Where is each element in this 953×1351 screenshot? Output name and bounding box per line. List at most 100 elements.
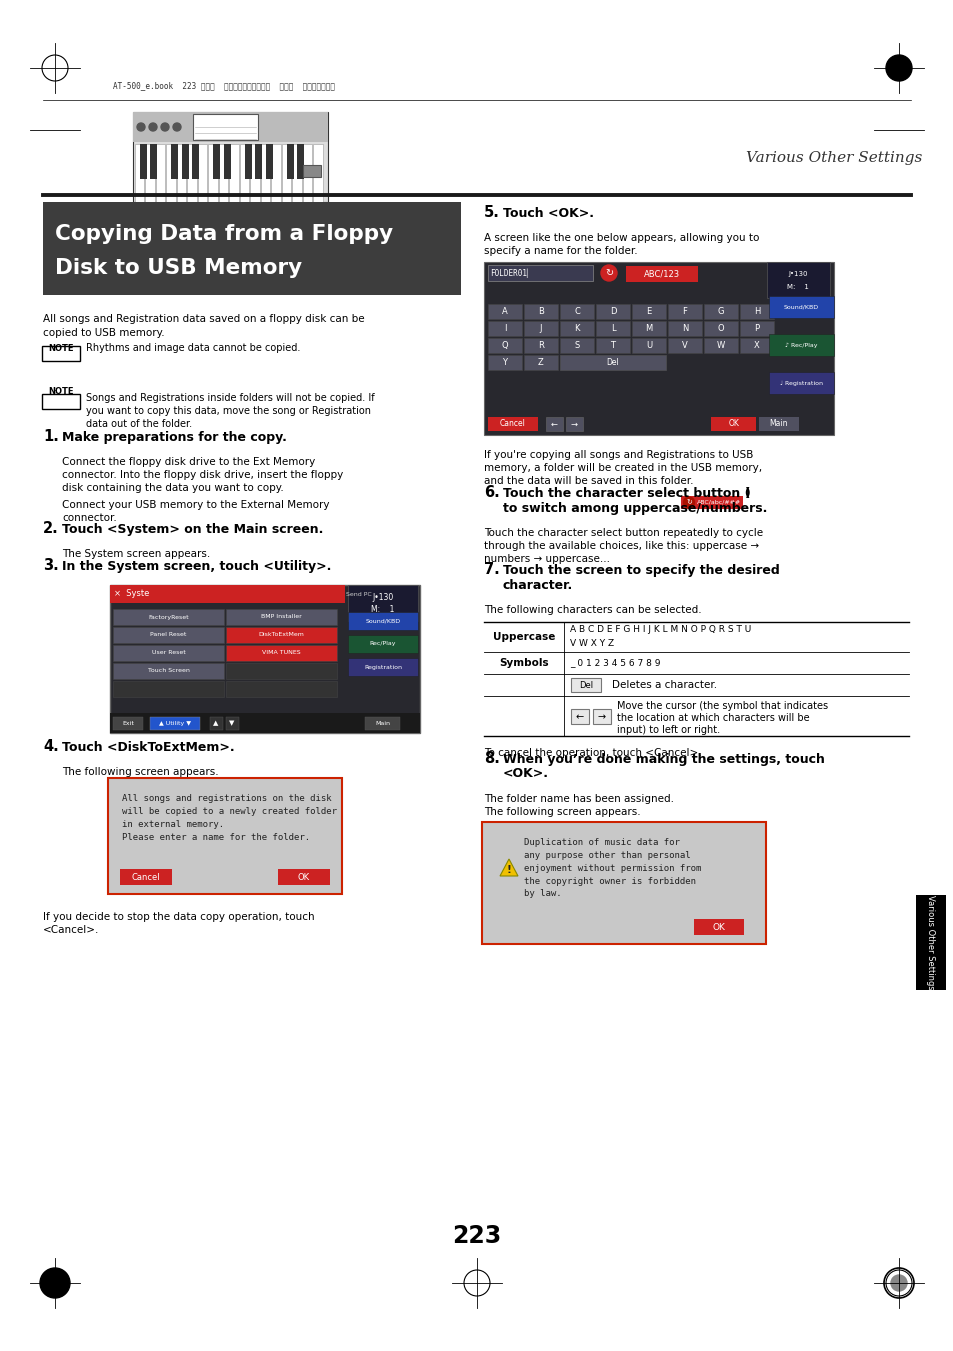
Text: 7.: 7. bbox=[483, 562, 499, 577]
FancyBboxPatch shape bbox=[593, 709, 610, 724]
Text: Z: Z bbox=[537, 358, 543, 367]
Text: Connect your USB memory to the External Memory: Connect your USB memory to the External … bbox=[62, 500, 329, 509]
Text: Disk to USB Memory: Disk to USB Memory bbox=[55, 258, 302, 278]
Text: to switch among uppercase/numbers.: to switch among uppercase/numbers. bbox=[502, 503, 766, 515]
Text: Exit: Exit bbox=[122, 721, 133, 725]
Text: Cancel: Cancel bbox=[132, 873, 160, 881]
FancyBboxPatch shape bbox=[703, 338, 738, 353]
Text: Connect the floppy disk drive to the Ext Memory: Connect the floppy disk drive to the Ext… bbox=[62, 457, 314, 467]
Text: <Cancel>.: <Cancel>. bbox=[43, 925, 99, 935]
FancyBboxPatch shape bbox=[146, 145, 154, 203]
Text: Make preparations for the copy.: Make preparations for the copy. bbox=[62, 431, 287, 444]
Text: and the data will be saved in this folder.: and the data will be saved in this folde… bbox=[483, 476, 693, 486]
Text: 1.: 1. bbox=[43, 430, 59, 444]
Text: K: K bbox=[574, 324, 579, 332]
Text: M:    1: M: 1 bbox=[371, 605, 395, 615]
Text: !: ! bbox=[506, 865, 511, 875]
FancyBboxPatch shape bbox=[272, 145, 281, 203]
Text: I: I bbox=[503, 324, 506, 332]
FancyBboxPatch shape bbox=[261, 145, 271, 203]
Circle shape bbox=[682, 497, 694, 508]
Text: Main: Main bbox=[375, 721, 390, 725]
FancyBboxPatch shape bbox=[625, 266, 698, 282]
Text: 8.: 8. bbox=[483, 751, 499, 766]
FancyBboxPatch shape bbox=[303, 165, 320, 177]
FancyBboxPatch shape bbox=[151, 145, 157, 178]
Text: A B C D E F G H I J K L M N O P Q R S T U: A B C D E F G H I J K L M N O P Q R S T … bbox=[569, 624, 750, 634]
FancyBboxPatch shape bbox=[132, 112, 328, 203]
FancyBboxPatch shape bbox=[488, 265, 593, 281]
Text: 3.: 3. bbox=[43, 558, 59, 573]
Text: ×  Syste: × Syste bbox=[113, 589, 150, 598]
FancyBboxPatch shape bbox=[240, 145, 250, 203]
Circle shape bbox=[137, 123, 145, 131]
Text: →: → bbox=[598, 712, 605, 721]
Text: V: V bbox=[681, 340, 687, 350]
Text: BMP Installer: BMP Installer bbox=[261, 615, 301, 620]
FancyBboxPatch shape bbox=[193, 145, 199, 178]
Text: M:    1: M: 1 bbox=[786, 284, 808, 290]
Text: through the available choices, like this: uppercase →: through the available choices, like this… bbox=[483, 540, 759, 551]
Text: The folder name has been assigned.: The folder name has been assigned. bbox=[483, 794, 673, 804]
FancyBboxPatch shape bbox=[314, 145, 323, 203]
Text: Rhythms and image data cannot be copied.: Rhythms and image data cannot be copied. bbox=[86, 343, 300, 353]
FancyBboxPatch shape bbox=[266, 145, 273, 178]
FancyBboxPatch shape bbox=[209, 145, 218, 203]
Text: ↻: ↻ bbox=[604, 267, 613, 278]
Text: H: H bbox=[753, 307, 760, 316]
FancyBboxPatch shape bbox=[112, 663, 224, 680]
FancyBboxPatch shape bbox=[766, 262, 829, 299]
Text: N: N bbox=[681, 324, 687, 332]
Text: the location at which characters will be: the location at which characters will be bbox=[617, 713, 809, 723]
FancyBboxPatch shape bbox=[140, 145, 147, 178]
Text: C: C bbox=[574, 307, 579, 316]
Text: OK: OK bbox=[712, 923, 724, 931]
Circle shape bbox=[40, 1269, 70, 1298]
Text: Touch the character select button repeatedly to cycle: Touch the character select button repeat… bbox=[483, 528, 762, 538]
Text: 2.: 2. bbox=[43, 521, 59, 536]
Text: Del: Del bbox=[578, 681, 593, 689]
FancyBboxPatch shape bbox=[680, 496, 742, 509]
Text: Various Other Settings: Various Other Settings bbox=[925, 896, 935, 990]
Text: B: B bbox=[537, 307, 543, 316]
FancyBboxPatch shape bbox=[365, 717, 399, 730]
FancyBboxPatch shape bbox=[596, 322, 629, 336]
Text: connector. Into the floppy disk drive, insert the floppy: connector. Into the floppy disk drive, i… bbox=[62, 470, 343, 480]
FancyBboxPatch shape bbox=[230, 145, 239, 203]
FancyBboxPatch shape bbox=[667, 338, 701, 353]
FancyBboxPatch shape bbox=[348, 658, 417, 676]
FancyBboxPatch shape bbox=[559, 355, 665, 370]
Text: FOLDER01▏: FOLDER01▏ bbox=[490, 269, 531, 278]
FancyBboxPatch shape bbox=[112, 609, 224, 626]
Text: O: O bbox=[717, 324, 723, 332]
Text: OK: OK bbox=[728, 420, 739, 428]
FancyBboxPatch shape bbox=[571, 709, 588, 724]
FancyBboxPatch shape bbox=[213, 145, 220, 178]
FancyBboxPatch shape bbox=[172, 145, 178, 178]
FancyBboxPatch shape bbox=[545, 417, 562, 431]
Text: Songs and Registrations inside folders will not be copied. If: Songs and Registrations inside folders w… bbox=[86, 393, 375, 403]
Text: Send PC: Send PC bbox=[346, 592, 372, 597]
Text: If you're copying all songs and Registrations to USB: If you're copying all songs and Registra… bbox=[483, 450, 753, 459]
Text: NOTE: NOTE bbox=[49, 386, 73, 396]
Text: VIMA TUNES: VIMA TUNES bbox=[262, 650, 300, 655]
Text: Various Other Settings: Various Other Settings bbox=[745, 151, 922, 165]
Circle shape bbox=[161, 123, 169, 131]
Text: Move the cursor (the symbol that indicates: Move the cursor (the symbol that indicat… bbox=[617, 701, 827, 711]
Text: specify a name for the folder.: specify a name for the folder. bbox=[483, 246, 637, 255]
FancyBboxPatch shape bbox=[596, 304, 629, 319]
Text: FactoryReset: FactoryReset bbox=[148, 615, 189, 620]
Text: Deletes a character.: Deletes a character. bbox=[612, 680, 717, 690]
FancyBboxPatch shape bbox=[348, 635, 417, 653]
Text: DiskToExtMem: DiskToExtMem bbox=[258, 632, 304, 638]
FancyBboxPatch shape bbox=[224, 145, 231, 178]
FancyBboxPatch shape bbox=[740, 304, 773, 319]
Text: memory, a folder will be created in the USB memory,: memory, a folder will be created in the … bbox=[483, 463, 761, 473]
FancyBboxPatch shape bbox=[667, 304, 701, 319]
FancyBboxPatch shape bbox=[348, 585, 417, 621]
Text: Uppercase: Uppercase bbox=[493, 632, 555, 642]
Text: Sound/KBD: Sound/KBD bbox=[783, 304, 819, 309]
FancyBboxPatch shape bbox=[226, 609, 336, 626]
Text: Registration: Registration bbox=[364, 665, 401, 670]
Text: F: F bbox=[681, 307, 687, 316]
